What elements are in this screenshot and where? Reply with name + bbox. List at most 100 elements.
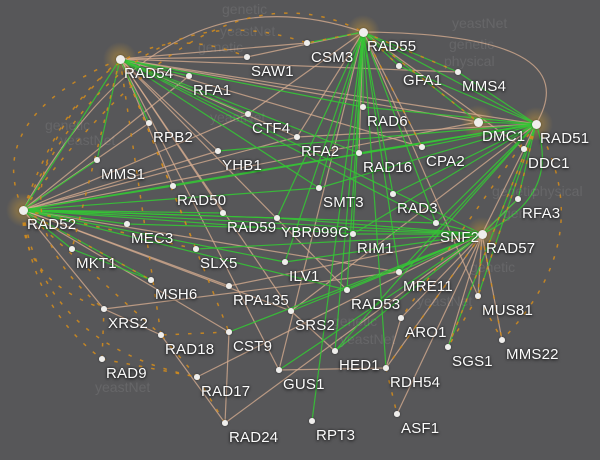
edge-physical [447,233,483,348]
gene-node-RAD53[interactable] [344,287,350,293]
gene-node-CSM3[interactable] [304,40,310,46]
gene-node-ARO1[interactable] [398,315,404,321]
edge-physical [224,331,230,424]
watermark-text: genetic [332,313,377,329]
gene-node-MMS22[interactable] [499,337,505,343]
edge-genetic [435,222,483,235]
gene-node-MMS1[interactable] [94,157,100,163]
edge-genetic [284,31,364,263]
gene-node-MSH6[interactable] [148,277,154,283]
gene-node-HED1[interactable] [332,348,338,354]
gene-node-RPA135[interactable] [226,283,232,289]
gene-node-SNF2[interactable] [433,220,439,226]
gene-node-RAD17[interactable] [194,374,200,380]
gene-label-RAD59: RAD59 [227,219,277,236]
gene-label-MMS22: MMS22 [506,346,559,363]
gene-label-RAD18: RAD18 [165,341,215,358]
gene-label-RPA135: RPA135 [233,292,289,309]
gene-node-MKT1[interactable] [69,246,75,252]
gene-node-RIM1[interactable] [350,231,356,237]
gene-node-DDC1[interactable] [521,146,527,152]
gene-node-RAD16[interactable] [356,150,362,156]
edge-co-expression [40,58,121,310]
watermark-text: genetic [449,36,494,52]
gene-node-RDH54[interactable] [383,365,389,371]
edge-physical [22,136,298,211]
edge-genetic [22,209,152,281]
edge-physical [119,58,280,371]
gene-label-GFA1: GFA1 [403,72,443,89]
edge-genetic [481,123,543,235]
edge-genetic [22,58,121,211]
gene-node-RAD52[interactable] [18,205,28,215]
watermark-text: genetic [222,1,267,17]
edge-physical [396,233,483,415]
edge-physical [224,233,483,424]
gene-node-RFA1[interactable] [186,73,192,79]
gene-node-SLX5[interactable] [193,246,199,252]
gene-node-MEC3[interactable] [124,221,130,227]
gene-node-RPT3[interactable] [309,418,315,424]
edge-genetic [334,31,364,352]
gene-node-RAD59[interactable] [220,210,226,216]
edge-co-expression [119,58,197,250]
edge-physical [119,56,248,60]
edge-physical [296,31,364,138]
edge-co-expression [22,209,197,250]
gene-node-RAD51[interactable] [531,119,541,129]
gene-node-RAD50[interactable] [170,183,176,189]
gene-node-SMT3[interactable] [316,185,322,191]
edge-physical [290,310,336,352]
gene-node-GFA1[interactable] [396,63,402,69]
gene-node-YBR099C[interactable] [274,215,280,221]
gene-node-RAD3[interactable] [390,191,396,197]
gene-node-RAD6[interactable] [360,104,366,110]
edge-genetic [362,31,394,195]
edge-physical [103,308,162,336]
gene-label-RPB2: RPB2 [153,129,193,146]
gene-label-RFA2: RFA2 [301,143,340,160]
gene-node-RAD57[interactable] [477,229,487,239]
gene-node-RAD18[interactable] [158,332,164,338]
gene-node-MRE11[interactable] [396,269,402,275]
gene-node-RFA3[interactable] [515,196,521,202]
gene-node-ILV1[interactable] [282,259,288,265]
gene-node-RAD24[interactable] [222,420,228,426]
edge-physical [385,317,402,369]
gene-node-XRS2[interactable] [101,306,107,312]
gene-node-RPB2[interactable] [146,120,152,126]
gene-node-RAD54[interactable] [115,54,125,64]
edge-genetic [311,31,364,422]
edge-genetic [334,123,537,352]
gene-node-RFA2[interactable] [294,134,300,140]
edge-genetic [398,123,537,273]
edge-genetic [217,123,537,152]
edge-genetic [22,159,98,211]
gene-node-CST9[interactable] [226,329,232,335]
gene-node-MMS4[interactable] [455,69,461,75]
edge-co-expression [160,334,198,378]
gene-node-CTF4[interactable] [245,111,251,117]
gene-node-DMC1[interactable] [473,117,483,127]
edge-co-expression [477,295,503,341]
edge-physical [247,31,364,115]
edge-physical [103,271,400,310]
gene-label-RAD53: RAD53 [351,296,401,313]
gene-label-RAD51: RAD51 [540,130,590,147]
gene-node-ASF1[interactable] [394,411,400,417]
gene-label-MKT1: MKT1 [76,255,117,272]
edge-co-expression [501,123,562,341]
gene-node-RAD9[interactable] [99,356,105,362]
gene-node-RAD55[interactable] [358,27,368,37]
gene-node-YHB1[interactable] [215,148,221,154]
gene-node-SAW1[interactable] [244,54,250,60]
gene-node-MUS81[interactable] [475,293,481,299]
gene-node-SRS2[interactable] [288,308,294,314]
edge-genetic [119,58,249,115]
gene-label-ASF1: ASF1 [401,420,440,437]
gene-node-CPA2[interactable] [419,144,425,150]
edge-genetic [481,198,519,235]
gene-node-GUS1[interactable] [276,367,282,373]
gene-node-SGS1[interactable] [445,344,451,350]
